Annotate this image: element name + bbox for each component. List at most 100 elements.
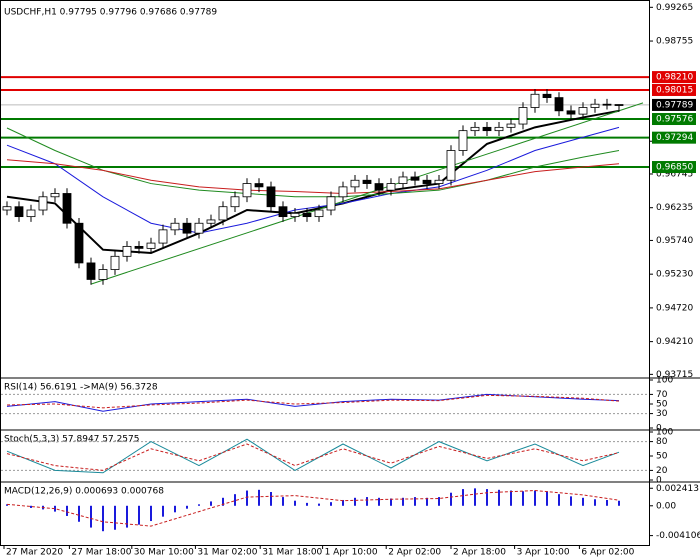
candle-body <box>494 126 504 132</box>
frame <box>0 0 650 546</box>
y-tick-label: 0.93715 <box>656 370 693 380</box>
candle-body <box>542 93 552 98</box>
level-label-box <box>652 131 696 144</box>
y-tick-label: 50 <box>656 400 668 410</box>
candle-body <box>62 193 72 224</box>
indicator-line <box>6 438 620 474</box>
candle-body <box>146 242 156 249</box>
candle-body <box>218 206 228 221</box>
level-label-box <box>652 161 696 174</box>
panel-title: Stoch(5,3,3) 57.8947 57.2575 <box>4 435 139 445</box>
candle-body <box>362 179 372 184</box>
x-tick-label: 30 Mar 10:00 <box>134 548 194 558</box>
indicator-line <box>6 490 620 527</box>
candle-body <box>86 262 96 280</box>
level-label: 0.96850 <box>656 163 693 173</box>
y-tick-label: 100 <box>656 428 673 438</box>
y-tick-label: 70 <box>656 390 668 400</box>
candle-body <box>110 255 120 270</box>
candle-body <box>314 209 324 218</box>
x-tick-label: 1 Apr 10:00 <box>325 548 378 558</box>
x-tick-label: 2 Apr 02:00 <box>388 548 441 558</box>
candle-body <box>278 206 288 218</box>
level-label: 0.98015 <box>656 85 693 95</box>
candle-body <box>122 245 132 257</box>
candle-body <box>206 219 216 224</box>
candle-body <box>506 123 516 128</box>
candle-body <box>326 196 336 211</box>
y-tick-label: 0.002413 <box>656 484 699 494</box>
panel-title: MACD(12,26,9) 0.000693 0.000768 <box>4 487 164 497</box>
candle-body <box>170 222 180 231</box>
candle-body <box>50 193 60 198</box>
candle-body <box>290 212 300 218</box>
candle-body <box>350 179 360 188</box>
y-tick-label: 20 <box>656 466 668 476</box>
candle-body <box>194 222 204 234</box>
candle-body <box>2 206 12 211</box>
candle-body <box>134 245 144 249</box>
candle-body <box>74 222 84 264</box>
candle-body <box>158 229 168 244</box>
candle-body <box>254 183 264 188</box>
candle-body <box>578 107 588 115</box>
panel-title: USDCHF,H1 0.97795 0.97796 0.97686 0.9778… <box>4 8 217 18</box>
indicator-line <box>90 102 644 285</box>
candle-body <box>302 212 312 218</box>
indicator-line <box>6 159 620 194</box>
y-tick-label: 80 <box>656 437 668 447</box>
candle-body <box>566 110 576 115</box>
level-label-box <box>652 71 696 84</box>
x-tick-label: 31 Mar 18:00 <box>262 548 322 558</box>
y-tick-label: 0.99265 <box>656 3 693 13</box>
x-tick-label: 27 Mar 2020 <box>6 548 63 558</box>
y-tick-label: -0.004106 <box>656 531 700 541</box>
candle-body <box>338 186 348 198</box>
indicator-line <box>6 394 620 409</box>
candle-body <box>230 196 240 208</box>
candle-body <box>530 93 540 108</box>
y-tick-label: 50 <box>656 452 668 462</box>
y-tick-label: 0.95230 <box>656 270 693 280</box>
x-tick-label: 31 Mar 02:00 <box>197 548 257 558</box>
candle-body <box>446 150 456 181</box>
candle-body <box>422 179 432 184</box>
candle-body <box>518 107 528 125</box>
candle-body <box>410 176 420 181</box>
y-tick-label: 0 <box>656 476 662 486</box>
candle-body <box>614 104 624 106</box>
x-tick-label: 27 Mar 18:00 <box>71 548 131 558</box>
candle-body <box>26 209 36 218</box>
level-label-box <box>652 83 696 96</box>
candle-body <box>398 176 408 184</box>
level-label: 0.98210 <box>656 73 693 83</box>
x-tick-label: 6 Apr 02:00 <box>581 548 634 558</box>
y-tick-label: 0.95740 <box>656 236 693 246</box>
candle-body <box>242 183 252 198</box>
last-price-label: 0.97789 <box>656 100 693 110</box>
level-label: 0.97576 <box>656 115 693 125</box>
candle-body <box>182 222 192 234</box>
candle-body <box>98 269 108 280</box>
candle-body <box>386 183 396 191</box>
x-tick-label: 2 Apr 18:00 <box>453 548 506 558</box>
candle-body <box>374 183 384 191</box>
y-tick-label: 0 <box>656 424 662 434</box>
level-label: 0.97294 <box>656 133 693 143</box>
y-tick-label: 0.96745 <box>656 169 693 179</box>
last-price-box <box>652 98 696 111</box>
candle-body <box>590 103 600 108</box>
y-tick-label: 0.98755 <box>656 37 693 47</box>
candle-body <box>482 126 492 132</box>
candle-body <box>554 97 564 112</box>
panel-title: RSI(14) 56.6191 ->MA(9) 56.3728 <box>4 383 158 393</box>
level-label-box <box>652 113 696 126</box>
y-tick-label: 0.94720 <box>656 303 693 313</box>
candle-body <box>14 206 24 218</box>
indicator-line <box>6 127 620 198</box>
y-tick-label: 0.00 <box>656 501 676 511</box>
indicator-line <box>6 443 620 471</box>
candle-body <box>434 179 444 184</box>
candle-body <box>266 186 276 208</box>
